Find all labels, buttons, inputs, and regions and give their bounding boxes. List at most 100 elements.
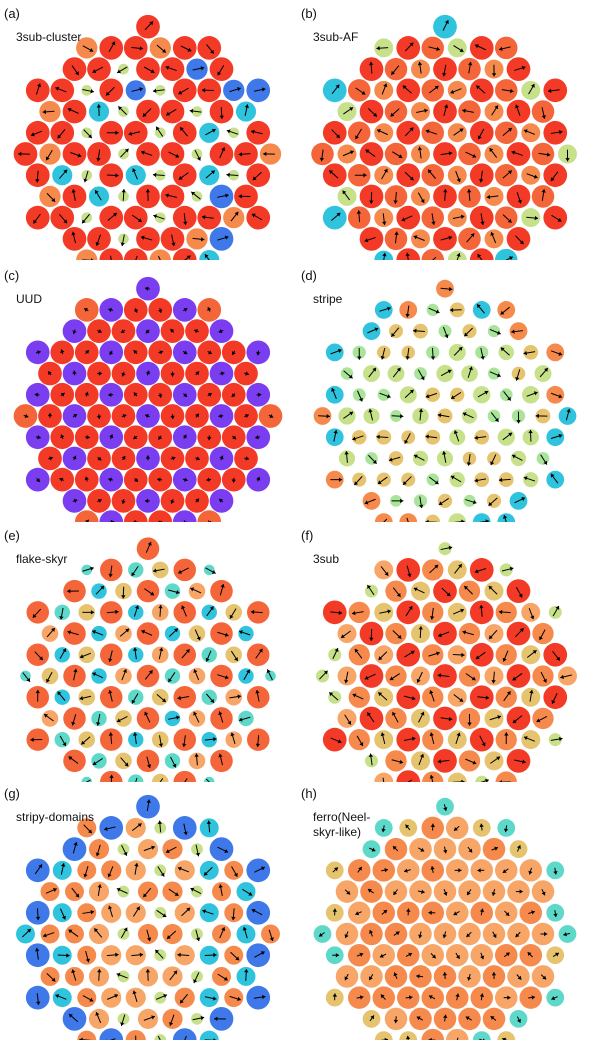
spin-site — [148, 382, 173, 407]
spin-arrowhead — [145, 370, 151, 375]
spin-arrowhead — [152, 88, 157, 94]
spin-site — [54, 604, 70, 621]
spin-arrowhead — [67, 107, 72, 112]
spin-site — [494, 859, 518, 882]
spin-arrowhead — [100, 585, 105, 590]
spin-site — [337, 624, 357, 644]
spin-arrowhead — [379, 953, 384, 958]
spin-site — [174, 860, 195, 881]
spin-arrowhead — [195, 498, 200, 503]
spin-site — [359, 664, 384, 688]
spin-site — [409, 880, 432, 903]
spin-site — [548, 605, 562, 619]
spin-arrowhead — [111, 41, 116, 46]
spin-site — [469, 642, 494, 667]
spin-site — [116, 970, 130, 983]
spin-site — [458, 622, 481, 645]
spin-site — [433, 837, 457, 861]
spin-site — [136, 14, 160, 39]
spin-arrowhead — [141, 150, 145, 155]
spin-arrowhead — [551, 996, 556, 1001]
spin-arrowhead — [453, 911, 458, 916]
spin-arrowhead — [356, 210, 362, 214]
spin-arrowhead — [364, 675, 369, 680]
spin-site — [99, 643, 123, 667]
spin-arrowhead — [107, 905, 113, 910]
spin-site — [328, 647, 342, 662]
spin-arrowhead — [117, 69, 122, 74]
spin-arrowhead — [146, 764, 152, 768]
spin-arrowhead — [63, 169, 68, 174]
spin-lattice — [311, 14, 577, 260]
spin-site — [13, 142, 38, 166]
spin-arrowhead — [85, 958, 90, 963]
site-circle — [374, 1031, 393, 1040]
spin-arrowhead — [462, 412, 467, 417]
spin-arrow — [157, 1035, 161, 1040]
spin-site — [458, 57, 481, 81]
spin-site — [497, 428, 515, 446]
spin-site — [201, 647, 217, 663]
spin-site — [52, 903, 72, 923]
spin-arrowhead — [541, 115, 547, 119]
spin-arrowhead — [224, 235, 229, 240]
spin-site — [125, 860, 146, 881]
spin-arrowhead — [207, 307, 212, 311]
spin-arrowhead — [159, 350, 164, 355]
spin-arrowhead — [237, 996, 241, 1001]
spin-arrowhead — [380, 732, 385, 737]
spin-site — [447, 250, 467, 260]
spin-site — [337, 186, 357, 206]
spin-arrowhead — [73, 414, 78, 418]
spin-site — [374, 38, 394, 58]
spin-arrowhead — [193, 669, 198, 673]
spin-site — [409, 922, 432, 946]
spin-arrowhead — [515, 933, 520, 938]
spin-site — [172, 163, 197, 188]
spin-arrowhead — [391, 70, 396, 75]
spin-site — [411, 102, 430, 122]
spin-site — [236, 924, 256, 944]
spin-arrowhead — [329, 170, 334, 175]
spin-arrowhead — [504, 732, 509, 736]
spin-arrowhead — [403, 481, 407, 485]
spin-site — [197, 467, 222, 492]
spin-arrowhead — [491, 972, 497, 976]
spin-arrowhead — [464, 332, 469, 337]
spin-arrowhead — [38, 864, 42, 869]
spin-arrowhead — [44, 714, 48, 718]
spin-site — [335, 965, 359, 988]
spin-arrowhead — [156, 126, 160, 131]
spin-site — [210, 622, 233, 645]
spin-arrowhead — [134, 477, 138, 482]
spin-site — [26, 685, 50, 709]
spin-arrowhead — [134, 605, 140, 610]
spin-site — [521, 123, 541, 143]
spin-site — [433, 706, 457, 731]
spin-arrowhead — [245, 371, 249, 376]
spin-arrowhead — [131, 572, 136, 577]
spin-site — [128, 774, 144, 782]
spin-arrowhead — [505, 912, 510, 916]
site-circle — [148, 510, 173, 522]
spin-arrowhead — [448, 151, 453, 156]
spin-arrowhead — [425, 394, 430, 399]
spin-arrowhead — [531, 910, 535, 915]
spin-site — [238, 625, 254, 642]
spin-arrowhead — [90, 610, 95, 615]
spin-arrowhead — [521, 65, 526, 70]
spin-site — [506, 57, 531, 81]
spin-site — [62, 489, 87, 513]
spin-arrowhead — [73, 668, 78, 673]
spin-site — [461, 365, 478, 382]
spin-site — [136, 184, 160, 209]
spin-site — [374, 123, 394, 143]
spin-arrowhead — [405, 824, 410, 829]
spin-site — [74, 340, 99, 365]
spin-arrowhead — [374, 327, 379, 332]
spin-site — [387, 365, 405, 383]
panel-label: (h) — [301, 786, 317, 801]
spin-arrowhead — [458, 564, 462, 569]
spin-arrowhead — [420, 376, 425, 380]
spin-site — [360, 880, 383, 903]
